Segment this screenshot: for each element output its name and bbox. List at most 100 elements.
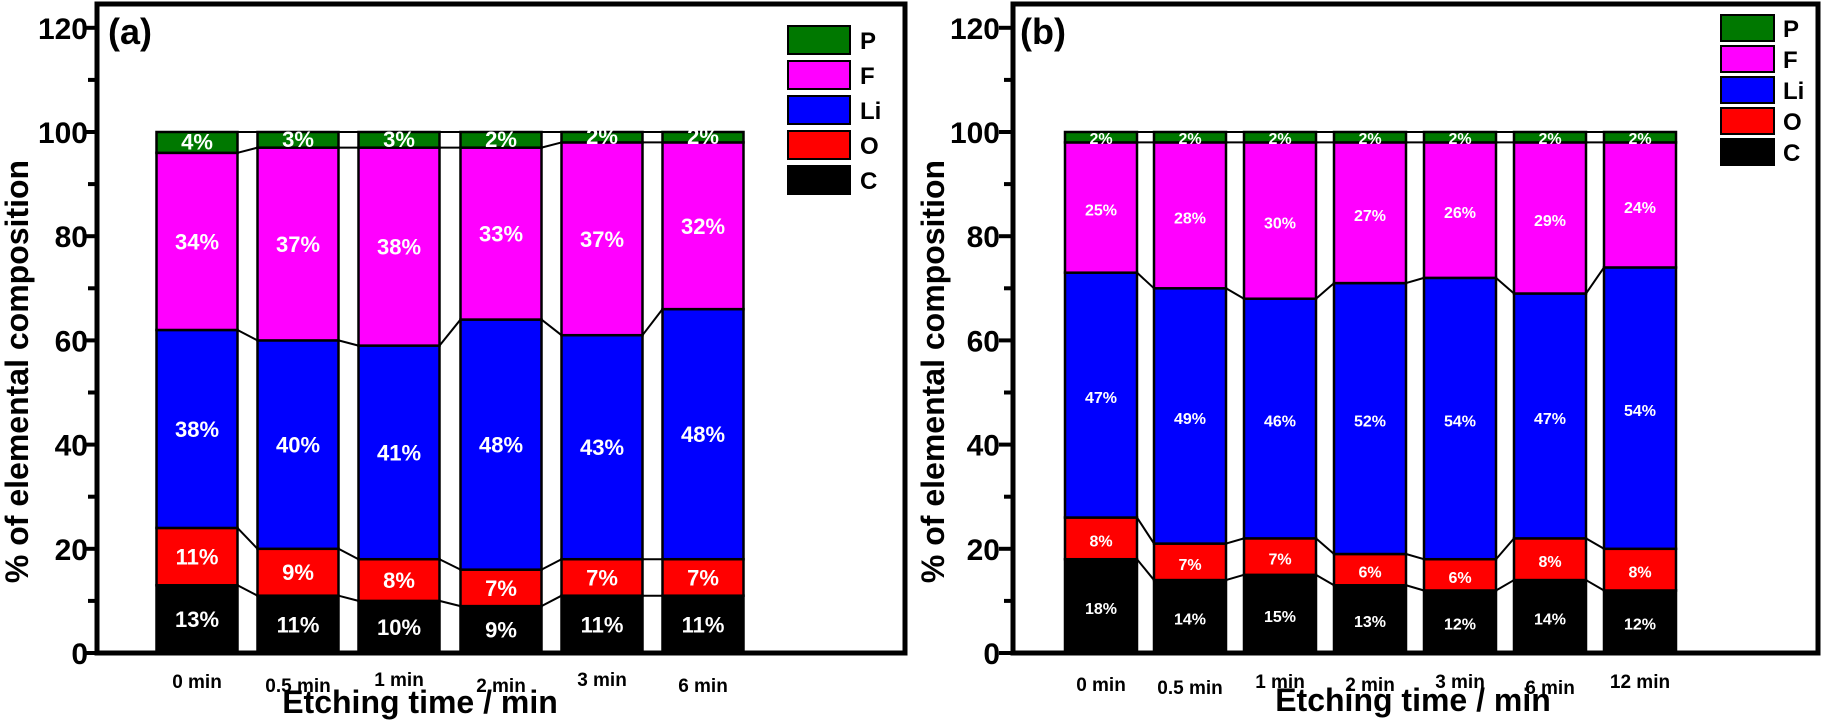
bar-segment-o — [155, 526, 239, 587]
connector-line — [439, 599, 461, 608]
data-label: 34% — [175, 229, 219, 254]
bar-segment-o — [560, 557, 644, 597]
panel-a: 0 20 40 60 80 100 120 % of elemental compositio… — [0, 1, 908, 720]
bar-segment-li — [661, 307, 745, 561]
data-label: 40% — [276, 433, 320, 458]
bar-segment-li — [155, 328, 239, 530]
data-label: 37% — [276, 232, 320, 257]
bar-segment-f — [1152, 141, 1228, 290]
y-tick-label: 60 — [55, 325, 88, 358]
data-label: 2% — [485, 127, 517, 152]
data-label: 32% — [681, 214, 725, 239]
data-label: 38% — [377, 235, 421, 260]
legend: PF Li OC — [1720, 14, 1804, 167]
connector-line — [1495, 277, 1515, 295]
data-label: 18% — [1085, 601, 1117, 618]
panel-label: (a) — [108, 11, 152, 52]
legend-label-c: C — [1783, 140, 1800, 167]
legend-swatch-c — [1720, 138, 1775, 166]
bar-segment-o — [1602, 547, 1678, 592]
bar-segment-f — [560, 141, 644, 337]
legend-swatch-c — [787, 165, 851, 195]
y-tick-label: 120 — [950, 13, 1000, 46]
data-label: 54% — [1624, 403, 1656, 420]
data-label: 47% — [1085, 390, 1117, 407]
y-tick-label: 40 — [967, 430, 1000, 463]
data-label: 12% — [1624, 617, 1656, 634]
data-label: 48% — [681, 422, 725, 447]
x-tick-label: 2 min — [476, 676, 526, 697]
bar-segment-c — [1422, 589, 1498, 655]
connector-line — [1405, 553, 1425, 561]
data-label: 2% — [1628, 131, 1651, 148]
data-label: 43% — [580, 435, 624, 460]
data-label: 2% — [1178, 131, 1201, 148]
data-label: 2% — [1538, 131, 1561, 148]
legend-swatch-li — [787, 95, 851, 125]
data-label: 52% — [1354, 414, 1386, 431]
data-label: 6% — [1358, 565, 1381, 582]
bar-segment-p — [155, 130, 239, 155]
bar-segment-li — [459, 318, 543, 571]
bar-segment-c — [1063, 557, 1139, 655]
legend-label-c: C — [860, 168, 877, 195]
connector-line — [338, 547, 359, 561]
bar-segment-li — [560, 333, 644, 561]
connector-line — [1225, 537, 1245, 545]
data-label: 7% — [1178, 557, 1201, 574]
legend-swatch-li — [1720, 76, 1775, 104]
data-label: 15% — [1264, 609, 1296, 626]
bar-segment-o — [1512, 537, 1588, 582]
y-tick-label: 0 — [71, 638, 88, 671]
data-label: 28% — [1174, 210, 1206, 227]
connector-line — [338, 594, 359, 602]
data-label: 3% — [282, 127, 314, 152]
connector-line — [1585, 537, 1605, 550]
bar-segment-p — [357, 130, 441, 149]
y-axis-title: % of elemental composition — [915, 160, 951, 583]
bar-segment-c — [256, 594, 340, 655]
bar-segment-f — [1422, 141, 1498, 280]
connector-line — [439, 558, 461, 571]
x-tick-label: 1 min — [1255, 672, 1305, 693]
bar-segment-o — [1152, 542, 1228, 582]
x-tick-label: 6 min — [678, 676, 728, 697]
bar-segment-f — [1242, 141, 1318, 300]
legend-label-o: O — [860, 133, 879, 160]
connector-line — [237, 146, 258, 154]
data-label: 13% — [1354, 614, 1386, 631]
bar-segment-f — [1512, 141, 1588, 295]
legend-label-f: F — [1783, 47, 1798, 74]
x-tick-label: 0.5 min — [1157, 678, 1222, 699]
data-label: 8% — [1538, 554, 1561, 571]
data-label: 37% — [580, 227, 624, 252]
data-label: 13% — [175, 607, 219, 632]
x-tick-label: 0.5 min — [265, 676, 330, 697]
data-label: 29% — [1534, 213, 1566, 230]
x-tick-label: 0 min — [1076, 675, 1126, 696]
data-label: 33% — [479, 222, 523, 247]
connector-line — [641, 308, 664, 336]
connector-line — [438, 318, 462, 347]
legend: PF Li OC — [787, 25, 881, 195]
connector-line — [338, 339, 359, 347]
data-label: 4% — [181, 129, 213, 154]
bar-segment-o — [459, 568, 543, 608]
data-label: 2% — [1358, 131, 1381, 148]
x-tick-label: 3 min — [577, 670, 627, 691]
x-tick-label: 0 min — [172, 672, 222, 693]
data-label: 14% — [1534, 612, 1566, 629]
data-label: 9% — [485, 618, 517, 643]
x-tick-label: 12 min — [1610, 672, 1670, 693]
x-tick-label: 2 min — [1345, 675, 1395, 696]
bar-segment-p — [256, 130, 340, 149]
bar-segment-c — [357, 599, 441, 655]
bar-segment-o — [256, 547, 340, 597]
bar-segment-o — [1063, 516, 1139, 561]
data-label: 27% — [1354, 208, 1386, 225]
connector-line — [1495, 537, 1515, 560]
data-label: 2% — [586, 124, 618, 149]
bar-segment-c — [1332, 584, 1408, 655]
panel-b: 0 20 40 60 80 100 120 % of elemental compositio… — [915, 1, 1821, 718]
data-label: 2% — [1268, 131, 1291, 148]
